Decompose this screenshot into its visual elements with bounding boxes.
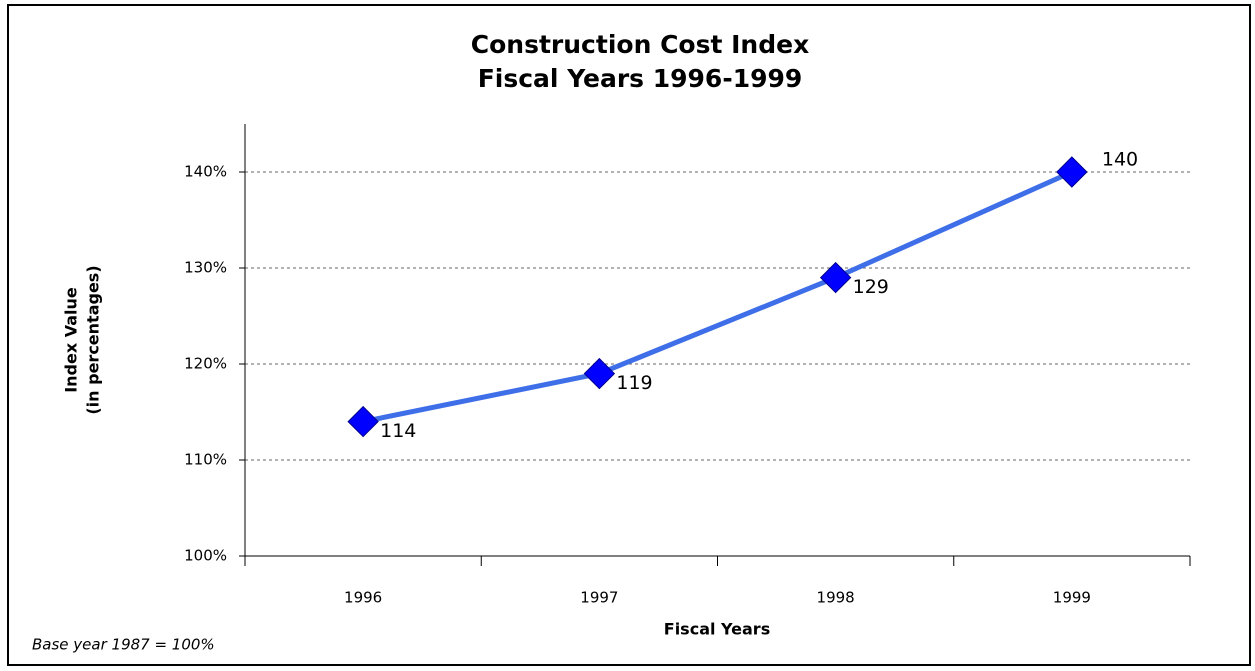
- y-tick-label: 110%: [184, 451, 227, 469]
- x-tick-label: 1999: [1053, 589, 1091, 607]
- y-tick-label: 100%: [184, 547, 227, 565]
- x-tick-label: 1997: [580, 589, 618, 607]
- y-tick-label: 120%: [184, 355, 227, 373]
- data-marker: [1056, 156, 1088, 188]
- y-axis-label-line: Index Value: [62, 287, 81, 393]
- footnote: Base year 1987 = 100%: [32, 636, 215, 654]
- data-label: 140: [1102, 149, 1138, 171]
- data-line: [362, 169, 1073, 425]
- data-marker: [347, 405, 379, 438]
- x-tick-label: 1998: [817, 589, 855, 607]
- y-tick-label: 130%: [184, 259, 227, 277]
- x-tick-label: 1996: [344, 589, 382, 607]
- y-axis-label: Index Value (in percentages): [62, 265, 103, 414]
- x-axis-label: Fiscal Years: [664, 620, 770, 639]
- data-label: 114: [380, 420, 416, 442]
- data-label: 129: [853, 276, 889, 298]
- y-tick-label: 140%: [184, 163, 227, 181]
- y-axis-label-line: (in percentages): [84, 265, 103, 414]
- data-marker: [819, 261, 852, 294]
- chart-title: Construction Cost Index: [471, 30, 809, 59]
- chart-subtitle: Fiscal Years 1996-1999: [478, 64, 803, 93]
- data-label: 119: [616, 372, 652, 394]
- data-marker: [583, 357, 616, 390]
- chart-border: [7, 4, 1251, 666]
